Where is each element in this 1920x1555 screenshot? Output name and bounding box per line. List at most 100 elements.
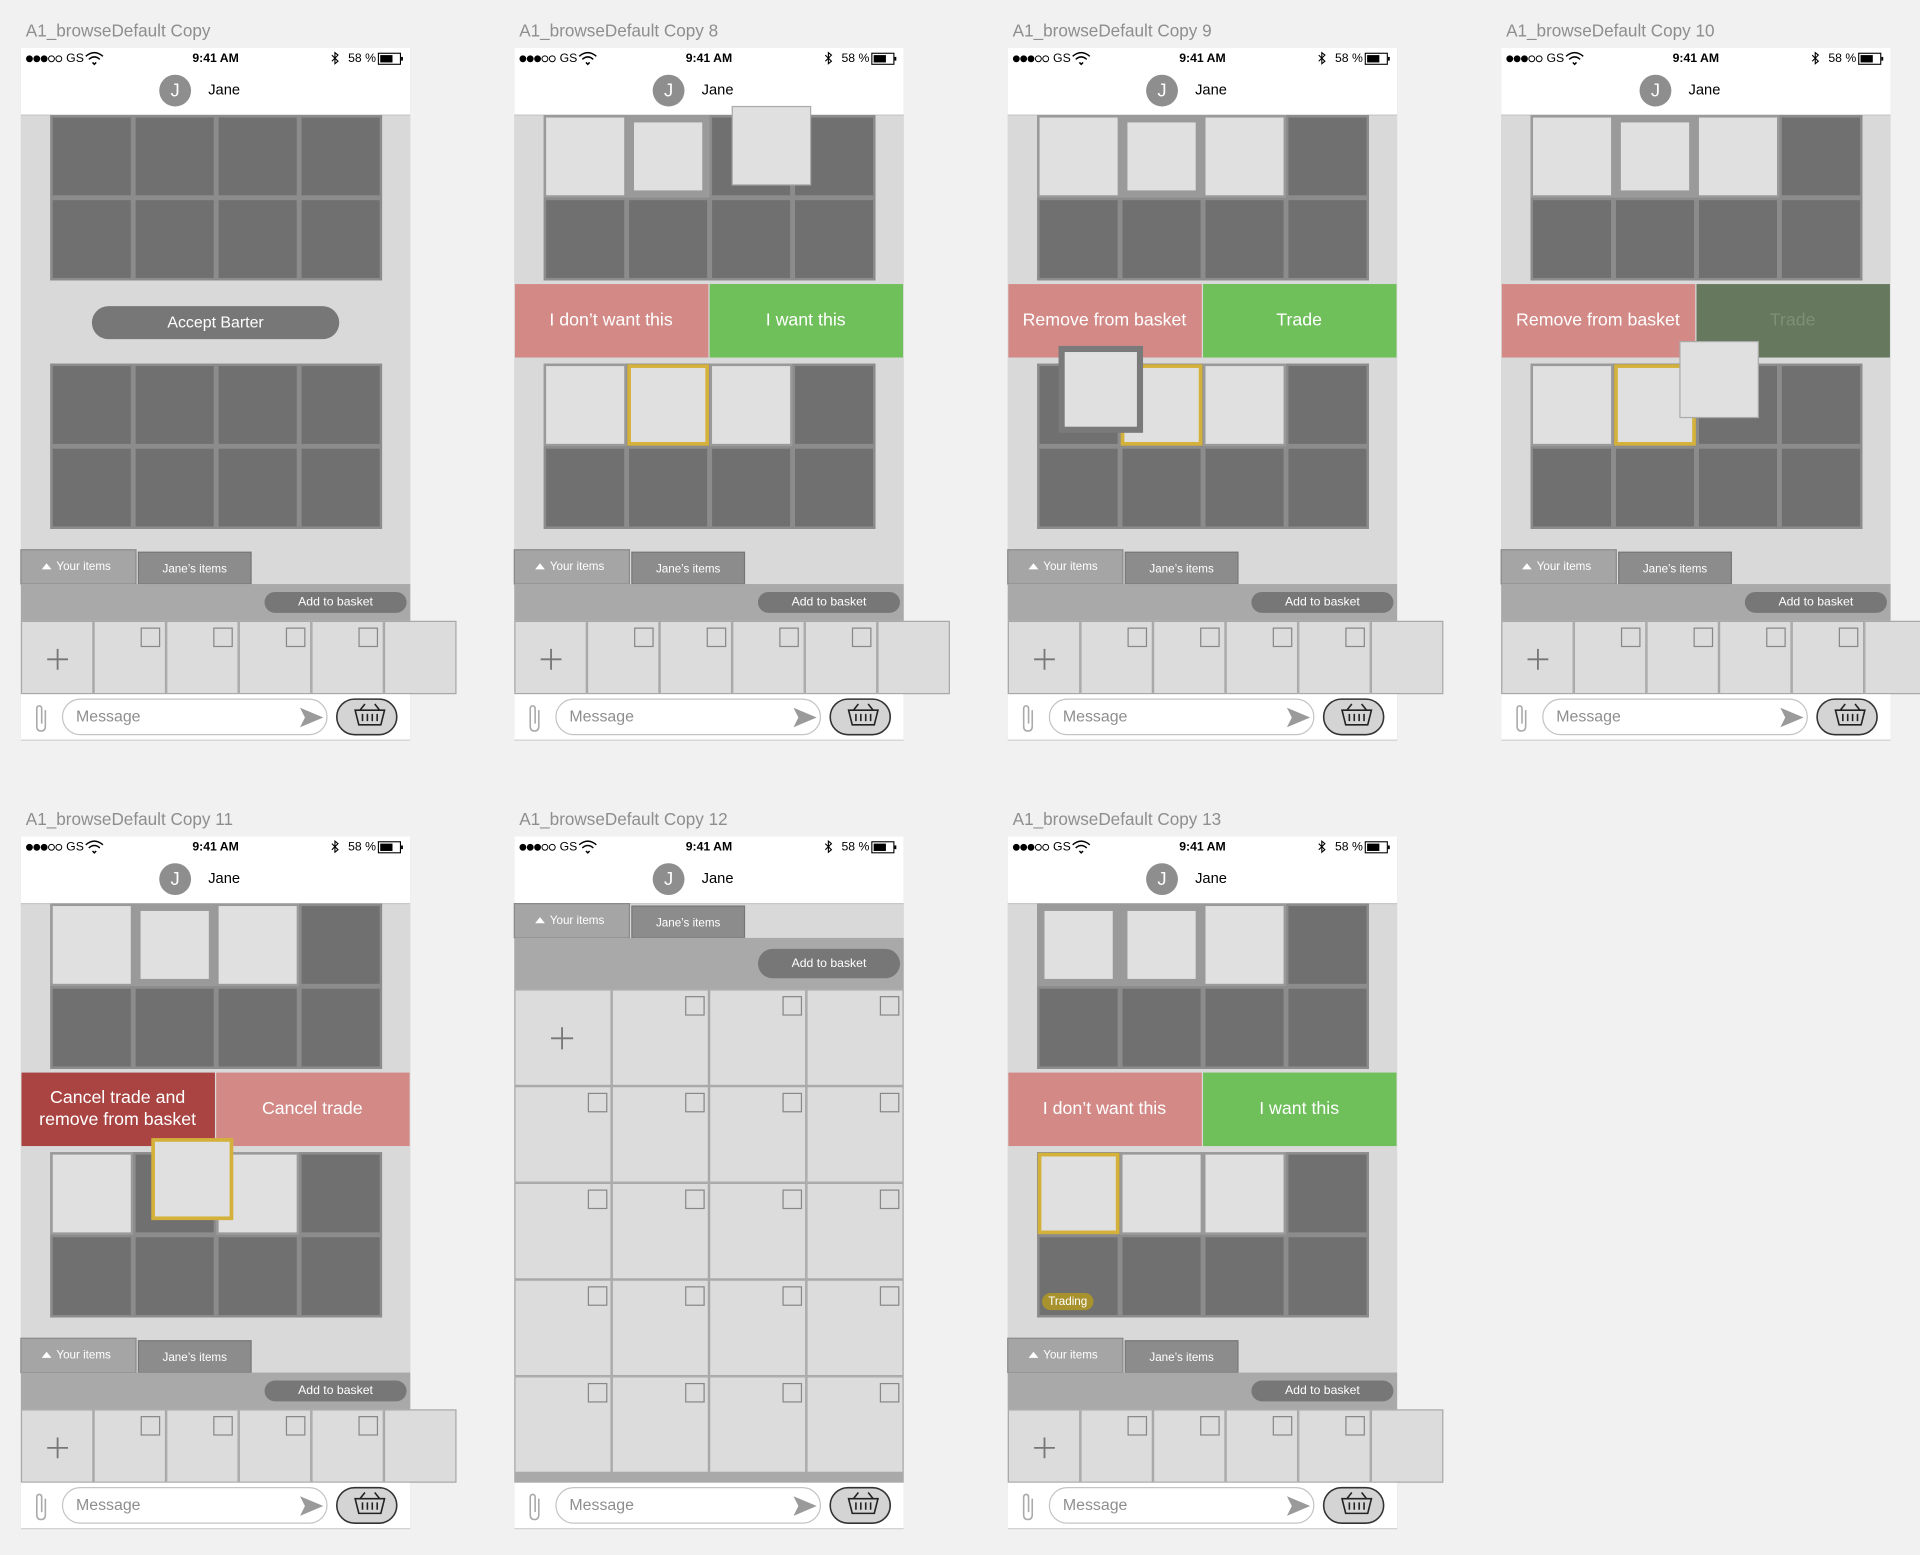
- checkbox[interactable]: [1200, 627, 1220, 648]
- action-button[interactable]: [514, 284, 709, 358]
- tray-item[interactable]: [238, 620, 312, 695]
- attach-icon[interactable]: [529, 705, 540, 732]
- action-button[interactable]: [1008, 1072, 1202, 1147]
- add-to-basket-button[interactable]: [757, 592, 901, 613]
- tray-item[interactable]: [877, 620, 950, 695]
- tray-item[interactable]: [93, 1409, 167, 1483]
- message-input[interactable]: [61, 1487, 328, 1524]
- action-button[interactable]: [1501, 284, 1696, 358]
- item-tile[interactable]: [708, 1376, 807, 1473]
- add-to-basket-button[interactable]: [757, 948, 901, 979]
- send-icon[interactable]: [1286, 707, 1311, 728]
- tray-item[interactable]: [238, 1409, 312, 1483]
- checkbox[interactable]: [782, 1092, 803, 1113]
- send-icon[interactable]: [300, 1496, 324, 1516]
- checkbox[interactable]: [358, 627, 379, 648]
- add-to-basket-button[interactable]: [1251, 592, 1394, 613]
- item-tile[interactable]: [708, 989, 807, 1087]
- tray-item[interactable]: [1719, 620, 1792, 695]
- checkbox[interactable]: [685, 1286, 705, 1306]
- send-icon[interactable]: [793, 1496, 817, 1516]
- action-button[interactable]: [709, 284, 904, 358]
- checkbox[interactable]: [587, 1092, 608, 1113]
- item-tile[interactable]: [611, 1086, 709, 1183]
- tray-item[interactable]: [1791, 620, 1865, 695]
- send-icon[interactable]: [1286, 1496, 1311, 1516]
- checkbox[interactable]: [587, 1286, 608, 1306]
- send-icon[interactable]: [1780, 707, 1804, 728]
- item-tile[interactable]: [514, 1376, 612, 1473]
- checkbox[interactable]: [140, 1416, 161, 1436]
- checkbox[interactable]: [1766, 627, 1786, 648]
- action-button[interactable]: [216, 1072, 410, 1147]
- action-button[interactable]: [1203, 284, 1397, 358]
- item-tile[interactable]: [806, 1376, 904, 1473]
- accept-barter-button[interactable]: [91, 306, 340, 340]
- tray-item[interactable]: [1370, 1409, 1444, 1483]
- message-input[interactable]: [1542, 698, 1808, 736]
- tray-item[interactable]: [1864, 620, 1920, 695]
- item-tile[interactable]: [806, 989, 904, 1087]
- checkbox[interactable]: [1272, 627, 1293, 648]
- item-tile[interactable]: [708, 1279, 807, 1377]
- checkbox[interactable]: [285, 1416, 306, 1436]
- checkbox[interactable]: [1272, 1416, 1293, 1436]
- attach-icon[interactable]: [1022, 705, 1034, 732]
- tray-item[interactable]: [659, 620, 733, 695]
- message-input[interactable]: [555, 1487, 822, 1524]
- checkbox[interactable]: [587, 1382, 608, 1403]
- checkbox[interactable]: [1200, 1416, 1220, 1436]
- tray-item[interactable]: [1080, 1409, 1153, 1483]
- tray-item[interactable]: [1646, 620, 1720, 695]
- tray-item[interactable]: [1152, 620, 1226, 695]
- checkbox[interactable]: [879, 996, 900, 1016]
- checkbox[interactable]: [782, 996, 803, 1016]
- item-tile[interactable]: [611, 1279, 709, 1377]
- checkbox[interactable]: [358, 1416, 379, 1436]
- tray-item[interactable]: [1225, 1409, 1299, 1483]
- checkbox[interactable]: [1693, 627, 1714, 648]
- item-tile[interactable]: [514, 1182, 612, 1280]
- tray-item[interactable]: [1298, 620, 1371, 695]
- tray-item[interactable]: [166, 1409, 239, 1483]
- action-button[interactable]: [1203, 1072, 1397, 1147]
- action-button[interactable]: [21, 1072, 215, 1147]
- checkbox[interactable]: [1127, 1416, 1148, 1436]
- send-icon[interactable]: [300, 707, 324, 728]
- tray-item[interactable]: [311, 1409, 384, 1483]
- item-tile[interactable]: [514, 1279, 612, 1377]
- checkbox[interactable]: [1620, 627, 1641, 648]
- tray-item[interactable]: [311, 620, 384, 695]
- tray-item[interactable]: [1225, 620, 1299, 695]
- tray-item[interactable]: [383, 1409, 457, 1483]
- checkbox[interactable]: [1838, 627, 1859, 648]
- checkbox[interactable]: [782, 1286, 803, 1306]
- checkbox[interactable]: [879, 1092, 900, 1113]
- add-to-basket-button[interactable]: [1744, 592, 1887, 613]
- item-tile[interactable]: [806, 1086, 904, 1183]
- item-tile[interactable]: [806, 1182, 904, 1280]
- checkbox[interactable]: [140, 627, 161, 648]
- checkbox[interactable]: [851, 627, 872, 648]
- checkbox[interactable]: [879, 1382, 900, 1403]
- tray-item[interactable]: [383, 620, 457, 695]
- add-to-basket-button[interactable]: [264, 1380, 407, 1402]
- tray-item[interactable]: [1152, 1409, 1226, 1483]
- tray-item[interactable]: [732, 620, 805, 695]
- item-tile[interactable]: [708, 1086, 807, 1183]
- item-tile[interactable]: [514, 1086, 612, 1183]
- message-input[interactable]: [555, 698, 822, 736]
- add-to-basket-button[interactable]: [264, 592, 407, 613]
- checkbox[interactable]: [587, 1189, 608, 1210]
- checkbox[interactable]: [782, 1189, 803, 1210]
- message-input[interactable]: [1048, 698, 1315, 736]
- attach-icon[interactable]: [529, 1493, 540, 1521]
- checkbox[interactable]: [685, 1092, 705, 1113]
- message-input[interactable]: [61, 698, 328, 736]
- checkbox[interactable]: [634, 627, 654, 648]
- tray-item[interactable]: [166, 620, 239, 695]
- tray-item[interactable]: [514, 620, 587, 695]
- add-to-basket-button[interactable]: [1251, 1380, 1394, 1402]
- tray-item[interactable]: [804, 620, 878, 695]
- attach-icon[interactable]: [35, 705, 47, 732]
